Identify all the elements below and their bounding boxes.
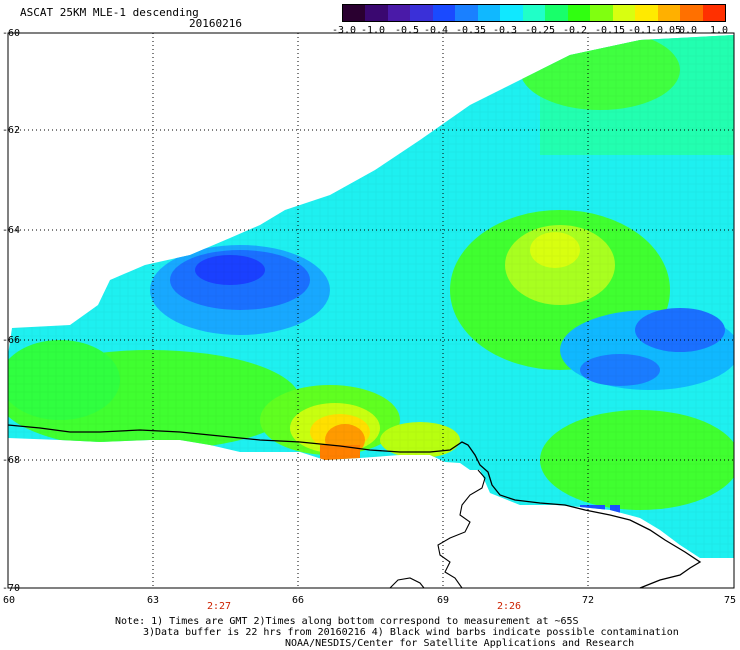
color-scale-segment	[477, 5, 501, 21]
time-label: 2:26	[497, 601, 521, 612]
color-scale-label: -0.05	[650, 25, 682, 36]
longitude-labels: 60 63 66 69 72 75	[3, 595, 736, 606]
lat-label: -66	[2, 335, 20, 346]
color-scale-label: -0.5	[394, 25, 420, 36]
color-scale-segment	[455, 5, 478, 21]
lat-label: -60	[2, 28, 20, 39]
color-scale-segment	[387, 5, 411, 21]
color-scale-label: -0.3	[492, 25, 518, 36]
color-scale-segment	[410, 5, 433, 21]
color-scale-segment	[590, 5, 613, 21]
map-title: ASCAT 25KM MLE-1 descending	[20, 6, 199, 19]
latitude-labels: -60 -62 -64 -66 -68 -70	[2, 28, 20, 594]
lat-label: -68	[2, 455, 20, 466]
color-scale-bar	[342, 4, 726, 22]
color-scale-label: -0.15	[594, 25, 626, 36]
note-line-1: Note: 1) Times are GMT 2)Times along bot…	[115, 616, 579, 627]
footnotes: Note: 1) Times are GMT 2)Times along bot…	[115, 616, 679, 649]
color-scale-segment	[680, 5, 703, 21]
color-scale-segment	[343, 5, 366, 21]
coastline	[7, 424, 702, 589]
color-scale-label: -0.2	[562, 25, 588, 36]
color-scale-segment	[545, 5, 568, 21]
color-scale-segment	[567, 5, 591, 21]
color-scale-label: -0.25	[524, 25, 556, 36]
lon-label: 60	[3, 595, 15, 606]
color-scale-label: -0.35	[455, 25, 487, 36]
coastline-island	[389, 577, 425, 589]
color-scale-label: -3.0	[331, 25, 357, 36]
color-scale-segment	[702, 5, 725, 21]
plot-frame	[7, 32, 735, 589]
note-line-2: 3)Data buffer is 22 hrs from 20160216 4)…	[143, 627, 679, 638]
color-scale-label: -0.4	[423, 25, 449, 36]
lat-label: -70	[2, 583, 20, 594]
note-line-3: NOAA/NESDIS/Center for Satellite Applica…	[285, 638, 635, 649]
graticule	[8, 33, 734, 588]
lon-label: 69	[437, 595, 449, 606]
lon-label: 75	[724, 595, 736, 606]
color-scale-segment	[612, 5, 636, 21]
color-scale-segment	[500, 5, 523, 21]
color-scale-segment	[657, 5, 681, 21]
time-label: 2:27	[207, 601, 231, 612]
color-scale-segment	[432, 5, 456, 21]
coastline-inlet	[437, 469, 486, 589]
color-scale-segment	[635, 5, 658, 21]
lon-label: 63	[147, 595, 159, 606]
color-scale-label: -0.1	[627, 25, 653, 36]
color-scale-label: 0.0	[678, 25, 698, 36]
lon-label: 66	[292, 595, 304, 606]
lon-label: 72	[582, 595, 594, 606]
lat-label: -62	[2, 125, 20, 136]
color-scale-segment	[365, 5, 388, 21]
color-scale-label: -1.0	[360, 25, 386, 36]
map-date: 20160216	[189, 17, 242, 30]
color-scale-label: 1.0	[709, 25, 729, 36]
color-scale-segment	[522, 5, 546, 21]
color-scale-labels: -3.0 -1.0 -0.5 -0.4 -0.35 -0.3 -0.25 -0.2 -0.15-…	[330, 25, 740, 37]
lat-label: -64	[2, 225, 20, 236]
